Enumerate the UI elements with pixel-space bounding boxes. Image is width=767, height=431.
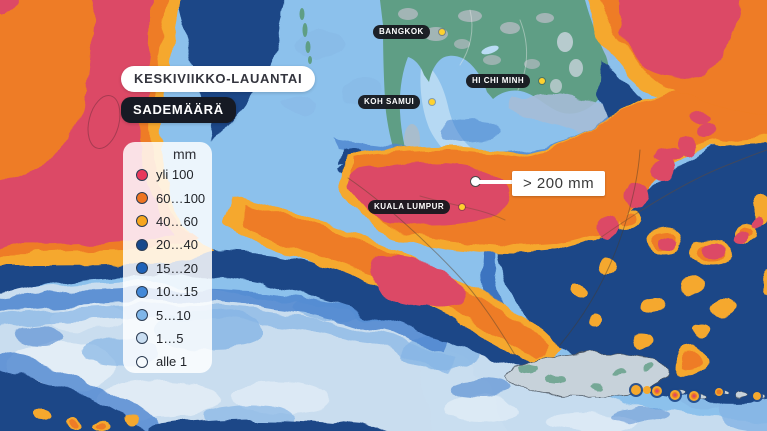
city-label: KUALA LUMPUR (368, 200, 451, 214)
city-dot (539, 78, 546, 84)
legend-item: alle 1 (136, 350, 212, 373)
city-dot (438, 29, 445, 35)
legend-swatch-under-1 (136, 355, 148, 368)
city-marker-bangkok: BANGKOK (373, 25, 445, 39)
city-label: KOH SAMUI (358, 95, 421, 109)
legend-item: 20…40 (136, 233, 212, 256)
metric-badge: SADEMÄÄRÄ (121, 97, 236, 123)
city-dot (429, 99, 436, 105)
legend-swatch-1-5 (136, 332, 148, 345)
city-label: HI CHI MINH (466, 74, 531, 88)
city-marker-hi-chi-minh: HI CHI MINH (466, 74, 546, 88)
indochina-landmass (380, 0, 609, 176)
legend-item: 5…10 (136, 303, 212, 326)
legend-item: 15…20 (136, 257, 212, 280)
legend-swatch-10-15 (136, 285, 148, 298)
period-badge: KESKIVIIKKO-LAUANTAI (121, 66, 316, 92)
city-marker-kuala-lumpur: KUALA LUMPUR (368, 200, 466, 214)
legend-swatch-60-100 (136, 192, 148, 205)
legend-item: 1…5 (136, 327, 212, 350)
city-dot (459, 204, 466, 210)
legend: mm yli 100 60…100 40…60 20…40 15…20 10…1… (123, 142, 212, 373)
legend-swatch-40-60 (136, 215, 148, 228)
legend-item: 10…15 (136, 280, 212, 303)
legend-swatch-5-10 (136, 309, 148, 322)
city-label: BANGKOK (373, 25, 430, 39)
legend-swatch-20-40 (136, 238, 148, 251)
java-island-chain (504, 352, 765, 399)
legend-item: yli 100 (136, 163, 212, 186)
legend-swatch-15-20 (136, 262, 148, 275)
java-rain-hotspots (629, 383, 763, 403)
legend-item: 40…60 (136, 210, 212, 233)
legend-item: 60…100 (136, 186, 212, 209)
callout-leader-line (479, 180, 514, 184)
city-marker-koh-samui: KOH SAMUI (358, 95, 436, 109)
legend-swatch-over-100 (136, 168, 148, 181)
callout-label: > 200 mm (512, 171, 606, 196)
legend-title: mm (173, 146, 197, 162)
